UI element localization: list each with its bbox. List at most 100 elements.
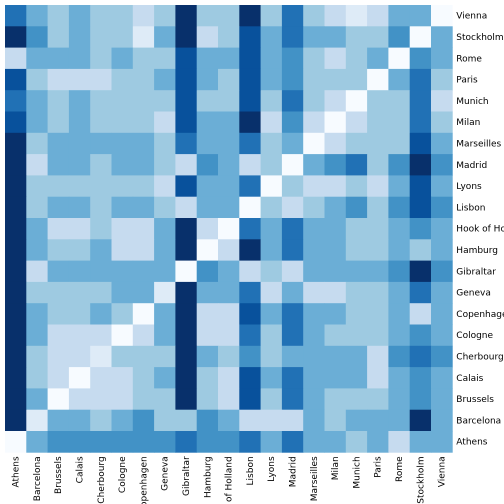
heatmap-cell (47, 388, 70, 411)
heatmap-cell (324, 260, 347, 283)
heatmap-cell (5, 68, 27, 91)
heatmap-cell (68, 26, 91, 48)
heatmap-cell (196, 431, 219, 453)
heatmap-cell (409, 345, 432, 368)
heatmap-cell (175, 303, 198, 325)
heatmap-cell (5, 281, 27, 304)
heatmap-cell (68, 132, 91, 155)
heatmap-cell (345, 324, 368, 347)
heatmap-cell (68, 345, 91, 368)
heatmap-cell (324, 90, 347, 112)
column-tick-label: Cologne (118, 456, 128, 493)
heatmap-cell (260, 5, 283, 27)
heatmap-cell (196, 218, 219, 240)
heatmap-cell (111, 175, 134, 198)
row-tick-label: Barcelona (456, 416, 501, 426)
heatmap-cell (111, 239, 134, 261)
heatmap-cell (90, 260, 112, 283)
row-tick-label: Madrid (456, 161, 487, 171)
heatmap-cell (90, 5, 112, 27)
row-tick-label: Copenhagen (456, 310, 504, 320)
heatmap-cell (388, 196, 411, 219)
heatmap-cell (196, 5, 219, 27)
heatmap-cell (345, 5, 368, 27)
heatmap-cell (154, 431, 176, 453)
heatmap-cell (431, 281, 453, 304)
heatmap-cell (367, 239, 389, 261)
heatmap-cell (132, 111, 155, 134)
heatmap-cell (26, 154, 48, 176)
heatmap-cell (26, 260, 48, 283)
heatmap-cell (239, 68, 261, 91)
heatmap-cell (68, 367, 91, 389)
heatmap-cell (90, 239, 112, 261)
column-tick-label: Milan (331, 456, 341, 480)
heatmap-cell (132, 175, 155, 198)
heatmap-cell (154, 90, 176, 112)
heatmap-cell (409, 132, 432, 155)
heatmap-cell (47, 303, 70, 325)
heatmap-cell (281, 345, 304, 368)
heatmap-cell (132, 260, 155, 283)
row-tick-label: Gibraltar (456, 267, 496, 277)
heatmap-cell (90, 90, 112, 112)
row-tick-label: Cherbourg (456, 352, 503, 362)
heatmap-cell (303, 324, 325, 347)
heatmap-cell (303, 5, 325, 27)
heatmap-cell (303, 175, 325, 198)
heatmap-cell (132, 47, 155, 70)
heatmap-cell (303, 154, 325, 176)
heatmap-cell (5, 90, 27, 112)
heatmap-cell (132, 5, 155, 27)
heatmap-cell (196, 175, 219, 198)
heatmap-cell (196, 367, 219, 389)
heatmap-cell (132, 196, 155, 219)
heatmap-cell (26, 5, 48, 27)
heatmap-cell (239, 47, 261, 70)
heatmap-cell (47, 196, 70, 219)
heatmap-cell (26, 367, 48, 389)
heatmap-cell (281, 154, 304, 176)
row-tick-label: Rome (456, 54, 482, 64)
heatmap-cell (345, 26, 368, 48)
heatmap-cell (324, 68, 347, 91)
heatmap-cell (239, 26, 261, 48)
heatmap-cell (345, 388, 368, 411)
heatmap-cell (5, 196, 27, 219)
heatmap-cell (218, 132, 240, 155)
heatmap-cell (154, 218, 176, 240)
heatmap-cell (218, 175, 240, 198)
heatmap-cell (26, 345, 48, 368)
heatmap-cell (239, 345, 261, 368)
heatmap-cell (5, 260, 27, 283)
heatmap-cell (90, 47, 112, 70)
heatmap-cell (111, 5, 134, 27)
heatmap-cell (324, 175, 347, 198)
heatmap-cell (5, 5, 27, 27)
heatmap-cell (68, 303, 91, 325)
heatmap-cell (260, 154, 283, 176)
heatmap-cell (281, 26, 304, 48)
heatmap-cell (409, 68, 432, 91)
heatmap-cell (47, 239, 70, 261)
heatmap-cell (324, 26, 347, 48)
heatmap-cell (47, 218, 70, 240)
heatmap-cell (260, 175, 283, 198)
heatmap-cell (175, 409, 198, 432)
heatmap-cell (345, 431, 368, 453)
heatmap-cell (68, 5, 91, 27)
heatmap-cell (47, 132, 70, 155)
column-tick-label: Hamburg (203, 456, 213, 498)
heatmap-cell (345, 90, 368, 112)
heatmap-cell (367, 5, 389, 27)
heatmap-cell (260, 90, 283, 112)
row-tick-label: Calais (456, 374, 483, 384)
heatmap-cell (111, 68, 134, 91)
heatmap-cell (47, 175, 70, 198)
heatmap-cell (154, 175, 176, 198)
heatmap-cell (111, 90, 134, 112)
row-tick-label: Vienna (456, 12, 487, 22)
column-tick-label: Gibraltar (182, 456, 192, 496)
heatmap-cell (218, 68, 240, 91)
